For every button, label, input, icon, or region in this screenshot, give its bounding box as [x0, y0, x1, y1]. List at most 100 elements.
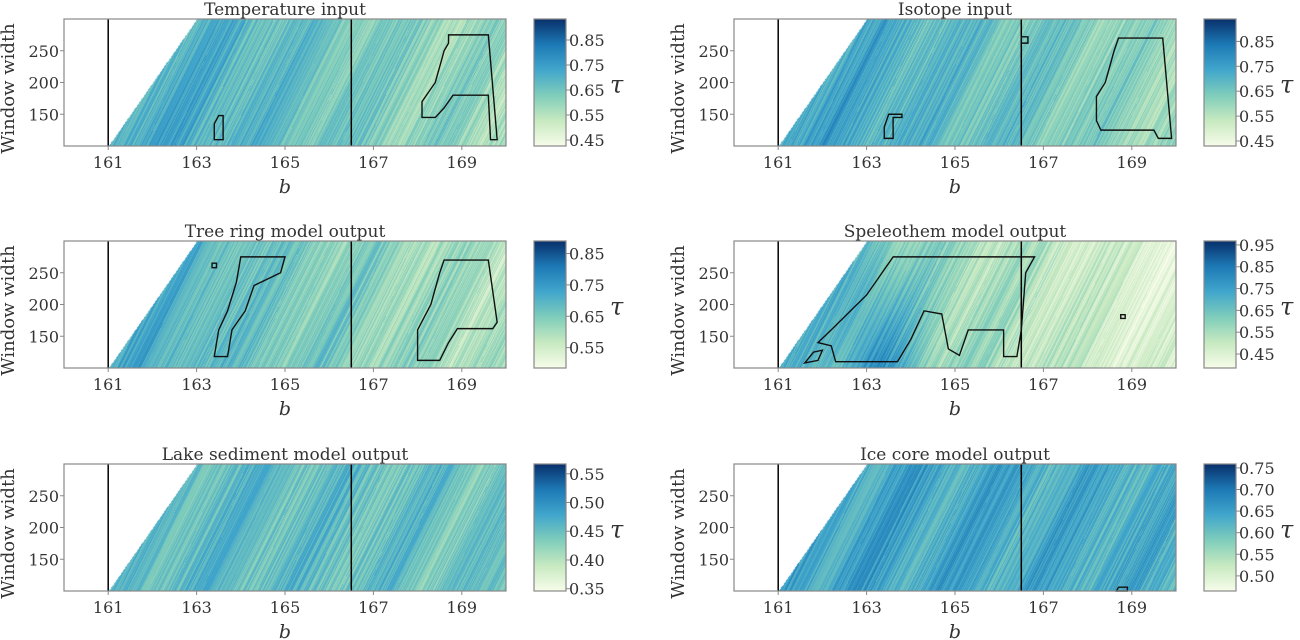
colorbar-tick-label: 0.75	[569, 56, 605, 75]
colorbar-tick-label: 0.65	[1239, 82, 1275, 101]
x-tick-label: 167	[358, 375, 389, 394]
x-axis-label: b	[949, 398, 961, 420]
y-tick-label: 200	[28, 519, 59, 538]
panel-0: Temperature input 161 163 165 167 169 b 150 200 2…	[0, 0, 624, 198]
x-tick-label: 163	[851, 153, 882, 172]
x-tick-label: 165	[270, 598, 301, 617]
panel-1: Isotope input 161 163 165 167 169 b 150 200 250 Wi…	[668, 0, 1294, 198]
x-tick-label: 161	[763, 375, 794, 394]
colorbar-tick-label: 0.55	[1239, 545, 1275, 564]
colorbar-tick-label: 0.55	[569, 106, 605, 125]
y-axis-label: Window width	[0, 23, 19, 154]
x-tick-label: 165	[940, 375, 971, 394]
heatmap	[64, 19, 506, 146]
colorbar-tick-label: 0.75	[1239, 57, 1275, 76]
panel-2: Tree ring model output 161 163 165 167 169 b 15…	[0, 222, 624, 420]
colorbar-tick-label: 0.60	[1239, 524, 1275, 543]
colorbar-tick-label: 0.50	[569, 494, 605, 513]
x-tick-label: 167	[1028, 375, 1059, 394]
panel-3: Speleothem model output 161 163 165 167 169 b 1…	[668, 222, 1294, 420]
x-axis-label: b	[279, 176, 291, 198]
y-tick-label: 250	[28, 42, 59, 61]
x-axis-label: b	[279, 621, 291, 640]
significance-contour	[213, 256, 286, 358]
x-tick-label: 163	[181, 375, 212, 394]
significance-contour	[421, 34, 498, 141]
colorbar	[533, 240, 567, 369]
colorbar-tick-label: 0.65	[569, 307, 605, 326]
x-tick-label: 163	[181, 153, 212, 172]
colorbar-tick-label: 0.85	[1239, 32, 1275, 51]
colorbar-tick-label: 0.55	[569, 465, 605, 484]
colorbar	[1203, 18, 1237, 147]
colorbar-tick-label: 0.55	[1239, 323, 1275, 342]
y-tick-label: 200	[698, 74, 729, 93]
x-tick-label: 163	[851, 598, 882, 617]
significance-contour	[1095, 37, 1173, 140]
y-tick-label: 250	[28, 487, 59, 506]
x-axis-label: b	[279, 398, 291, 420]
x-tick-label: 161	[93, 598, 124, 617]
colorbar-tick-label: 0.95	[1239, 236, 1275, 255]
colorbar-tick-label: 0.75	[569, 276, 605, 295]
significance-contour	[883, 113, 903, 140]
x-tick-label: 169	[1117, 375, 1148, 394]
x-tick-label: 169	[447, 153, 478, 172]
colorbar-tick-label: 0.45	[569, 131, 605, 150]
colorbar-tick-label: 0.35	[569, 580, 605, 599]
colorbar-label: τ	[1280, 71, 1294, 99]
x-tick-label: 169	[1117, 598, 1148, 617]
colorbar-label: τ	[1280, 293, 1294, 321]
colorbar-label: τ	[610, 71, 624, 99]
colorbar-tick-label: 0.70	[1239, 480, 1275, 499]
colorbar-tick-label: 0.45	[1239, 345, 1275, 364]
x-tick-label: 165	[270, 153, 301, 172]
panel-title: Lake sediment model output	[162, 445, 409, 465]
panel-5: Ice core model output 161 163 165 167 169 b 150…	[668, 445, 1294, 640]
colorbar-tick-label: 0.85	[569, 31, 605, 50]
colorbar	[533, 463, 567, 592]
x-tick-label: 169	[447, 375, 478, 394]
x-tick-label: 163	[851, 375, 882, 394]
y-axis-label: Window width	[668, 245, 689, 376]
x-tick-label: 169	[447, 598, 478, 617]
panel-4: Lake sediment model output 161 163 165 167 16…	[0, 445, 624, 640]
y-tick-label: 150	[698, 550, 729, 569]
y-tick-label: 200	[698, 519, 729, 538]
y-tick-label: 250	[28, 264, 59, 283]
x-tick-label: 161	[763, 153, 794, 172]
heatmap	[64, 464, 506, 591]
colorbar-tick-label: 0.40	[569, 551, 605, 570]
y-axis-label: Window width	[668, 468, 689, 599]
x-tick-label: 165	[940, 598, 971, 617]
y-tick-label: 200	[28, 296, 59, 315]
x-tick-label: 167	[358, 153, 389, 172]
colorbar-tick-label: 0.45	[569, 522, 605, 541]
y-tick-label: 150	[698, 327, 729, 346]
significance-contour	[816, 256, 1036, 363]
y-tick-label: 150	[28, 550, 59, 569]
colorbar-tick-label: 0.75	[1239, 280, 1275, 299]
colorbar	[1203, 240, 1237, 369]
colorbar-label: τ	[610, 516, 624, 544]
x-tick-label: 165	[270, 375, 301, 394]
significance-contour	[213, 114, 224, 141]
x-tick-label: 169	[1117, 153, 1148, 172]
x-axis-label: b	[949, 621, 961, 640]
colorbar-label: τ	[610, 293, 624, 321]
y-axis-label: Window width	[668, 23, 689, 154]
colorbar-tick-label: 0.85	[1239, 258, 1275, 277]
colorbar-label: τ	[1280, 516, 1294, 544]
significance-contour	[416, 259, 498, 362]
x-tick-label: 161	[93, 375, 124, 394]
x-tick-label: 161	[93, 153, 124, 172]
panel-title: Isotope input	[898, 0, 1012, 20]
y-tick-label: 150	[28, 327, 59, 346]
panel-title: Ice core model output	[860, 445, 1050, 465]
significance-contour	[802, 349, 824, 364]
y-tick-label: 250	[698, 264, 729, 283]
colorbar-tick-label: 0.50	[1239, 567, 1275, 586]
y-axis-label: Window width	[0, 468, 19, 599]
heatmap	[734, 241, 1176, 368]
